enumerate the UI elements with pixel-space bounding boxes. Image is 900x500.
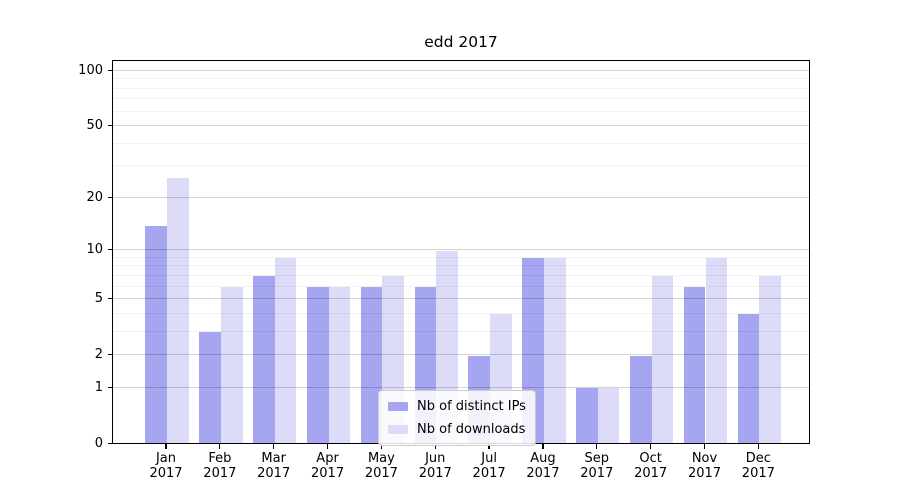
x-tick-label-mar: Mar 2017 — [257, 451, 291, 481]
bar-nov-distinct-ips — [683, 287, 706, 444]
plot-area — [112, 60, 810, 444]
y-tick-mark-0 — [107, 442, 112, 445]
bar-aug-downloads — [543, 258, 566, 444]
y-tick-mark-50 — [107, 124, 112, 127]
bar-apr-distinct-ips — [306, 287, 329, 444]
legend-entry-distinct-ips: Nb of distinct IPs — [388, 396, 526, 417]
y-tick-mark-5 — [107, 298, 112, 300]
x-tick-mark-jun — [434, 444, 436, 449]
y-tick-mark-20 — [107, 196, 112, 198]
x-tick-mark-may — [380, 444, 383, 449]
bar-sep-distinct-ips — [576, 388, 598, 444]
legend-label-downloads: Nb of downloads — [417, 422, 526, 437]
y-tick-label-5: 5 — [94, 291, 103, 307]
minor-gridline-y6 — [113, 285, 809, 287]
x-tick-label-may: May 2017 — [364, 451, 398, 481]
x-tick-label-dec: Dec 2017 — [741, 451, 775, 481]
major-gridline-y10 — [113, 249, 809, 251]
minor-gridline-y80 — [113, 87, 809, 89]
y-tick-label-0: 0 — [94, 436, 103, 451]
minor-gridline-y70 — [113, 98, 809, 100]
minor-gridline-y9 — [113, 256, 809, 258]
y-tick-mark-10 — [107, 248, 112, 251]
major-gridline-y5 — [113, 298, 809, 300]
bar-feb-downloads — [220, 287, 243, 444]
x-tick-label-oct: Oct 2017 — [634, 451, 668, 481]
minor-gridline-y3 — [113, 330, 809, 332]
minor-gridline-y4 — [113, 312, 809, 314]
bar-jan-downloads — [167, 177, 189, 444]
y-tick-label-2: 2 — [94, 347, 103, 363]
x-tick-label-jul: Jul 2017 — [472, 451, 506, 481]
legend-entry-downloads: Nb of downloads — [388, 419, 526, 440]
minor-gridline-y90 — [113, 78, 809, 80]
x-tick-mark-aug — [542, 444, 544, 449]
bar-nov-downloads — [705, 258, 728, 444]
x-tick-mark-dec — [757, 444, 759, 449]
x-tick-mark-jan — [165, 444, 167, 449]
bar-oct-distinct-ips — [629, 355, 652, 444]
legend-swatch-downloads — [388, 425, 408, 434]
x-tick-mark-nov — [703, 444, 706, 449]
bar-jan-distinct-ips — [145, 225, 167, 444]
minor-gridline-y40 — [113, 142, 809, 144]
legend-swatch-distinct-ips — [388, 402, 408, 411]
x-tick-label-nov: Nov 2017 — [687, 451, 722, 481]
major-gridline-y100 — [113, 69, 809, 71]
minor-gridline-y30 — [113, 165, 809, 167]
bar-oct-downloads — [651, 276, 674, 444]
bar-dec-distinct-ips — [737, 314, 760, 444]
y-tick-label-100: 100 — [78, 62, 103, 78]
minor-gridline-y8 — [113, 265, 809, 267]
minor-gridline-y60 — [113, 110, 809, 112]
major-gridline-y2 — [113, 354, 809, 356]
x-tick-label-feb: Feb 2017 — [203, 451, 237, 481]
chart-title: edd 2017 — [424, 33, 498, 51]
x-tick-label-jun: Jun 2017 — [418, 451, 452, 481]
legend-label-distinct-ips: Nb of distinct IPs — [417, 399, 526, 414]
bar-may-distinct-ips — [360, 287, 383, 444]
x-tick-label-aug: Aug 2017 — [526, 451, 560, 481]
x-tick-label-sep: Sep 2017 — [580, 451, 614, 481]
x-tick-label-jan: Jan 2017 — [149, 451, 183, 481]
y-tick-label-20: 20 — [86, 189, 103, 205]
bar-mar-downloads — [274, 258, 297, 444]
bar-feb-distinct-ips — [199, 332, 221, 444]
x-tick-mark-sep — [596, 444, 598, 449]
x-tick-label-apr: Apr 2017 — [311, 451, 345, 481]
x-tick-mark-apr — [326, 444, 329, 449]
major-gridline-y50 — [113, 125, 809, 127]
bar-sep-downloads — [597, 388, 620, 444]
legend: Nb of distinct IPs Nb of downloads — [378, 390, 536, 446]
minor-gridline-y7 — [113, 274, 809, 276]
x-tick-mark-feb — [219, 444, 221, 449]
y-tick-label-50: 50 — [86, 118, 103, 134]
x-tick-mark-oct — [650, 444, 652, 449]
y-tick-label-1: 1 — [94, 379, 103, 395]
major-gridline-y20 — [113, 196, 809, 198]
x-tick-mark-mar — [273, 444, 275, 449]
bar-apr-downloads — [328, 287, 351, 444]
y-tick-mark-100 — [107, 69, 112, 71]
y-tick-label-10: 10 — [86, 242, 103, 258]
y-tick-mark-1 — [107, 386, 112, 389]
x-tick-mark-jul — [488, 444, 490, 449]
bar-dec-downloads — [759, 276, 782, 444]
major-gridline-y1 — [113, 386, 809, 388]
y-tick-mark-2 — [107, 354, 112, 356]
bar-mar-distinct-ips — [253, 276, 275, 444]
